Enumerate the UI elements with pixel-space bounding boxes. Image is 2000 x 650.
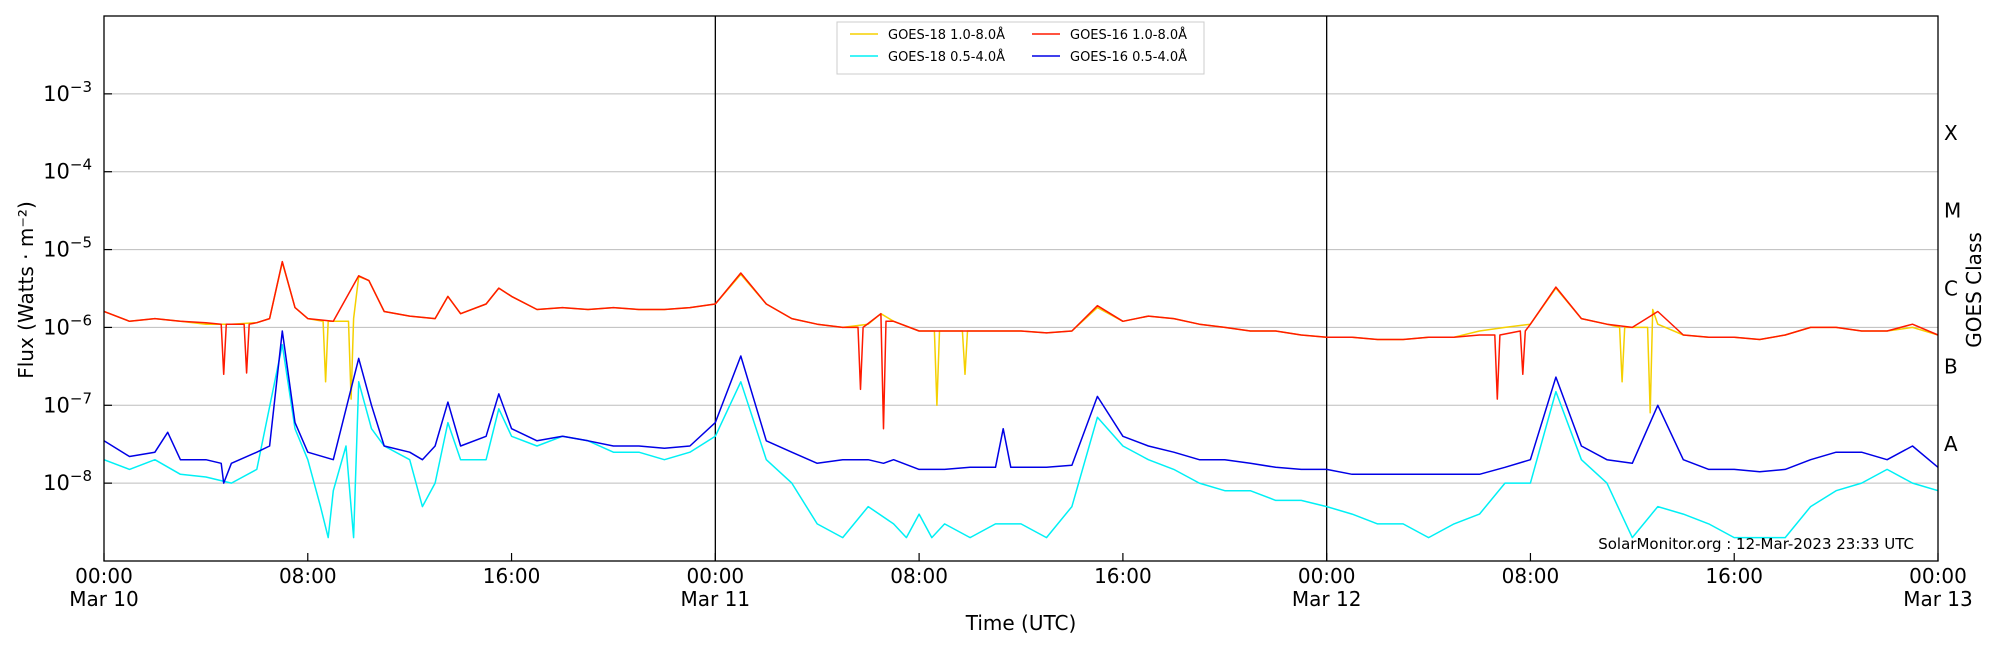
plot-frame — [103, 15, 1939, 562]
y-tick-label: 10−4 — [43, 156, 92, 184]
goes-class-label: M — [1944, 199, 1961, 223]
series-line-2 — [104, 260, 1938, 430]
y-tick-label: 10−8 — [43, 467, 92, 495]
goes-class-label: A — [1944, 432, 1958, 456]
x-tick-date-label: Mar 10 — [69, 587, 139, 611]
legend-entry: GOES-18 0.5-4.0Å — [888, 49, 1005, 65]
x-tick-time-label: 00:00 — [1909, 564, 1967, 588]
goes-class-label: B — [1944, 354, 1958, 378]
x-tick-time-label: 16:00 — [483, 564, 541, 588]
x-tick-date-label: Mar 13 — [1903, 587, 1973, 611]
gridlines — [104, 93, 1938, 484]
x-tick-time-label: 16:00 — [1705, 564, 1763, 588]
day-boundary-lines — [714, 16, 1328, 561]
x-tick-date-label: Mar 12 — [1292, 587, 1362, 611]
right-axis-label: GOES Class — [1962, 232, 1986, 348]
series-line-3 — [104, 330, 1938, 484]
x-tick-time-label: 08:00 — [279, 564, 337, 588]
x-tick-time-label: 08:00 — [890, 564, 948, 588]
x-tick-time-label: 08:00 — [1502, 564, 1560, 588]
x-tick-time-label: 00:00 — [75, 564, 133, 588]
y-tick-label: 10−7 — [43, 389, 92, 417]
series-line-1 — [104, 343, 1938, 539]
legend-entry: GOES-16 0.5-4.0Å — [1070, 49, 1187, 65]
y-tick-label: 10−5 — [43, 234, 92, 262]
y-tick-label: 10−3 — [43, 78, 92, 106]
source-annotation: SolarMonitor.org : 12-Mar-2023 23:33 UTC — [1598, 535, 1914, 553]
goes-class-labels: A B C M X — [1944, 121, 1961, 456]
y-axis-ticks: 10−8 10−7 10−6 10−5 10−4 10−3 — [43, 78, 112, 495]
goes-class-label: C — [1944, 277, 1958, 301]
series-line-0 — [104, 261, 1938, 414]
series-layer — [104, 260, 1938, 539]
x-tick-time-label: 00:00 — [687, 564, 745, 588]
legend: GOES-18 1.0-8.0Å GOES-18 0.5-4.0Å GOES-16 … — [836, 21, 1205, 75]
goes-class-label: X — [1944, 121, 1958, 145]
x-tick-time-label: 16:00 — [1094, 564, 1152, 588]
legend-box — [836, 21, 1205, 75]
legend-entry: GOES-18 1.0-8.0Å — [888, 27, 1005, 43]
y-tick-label: 10−6 — [43, 311, 92, 339]
legend-entry: GOES-16 1.0-8.0Å — [1070, 27, 1187, 43]
x-tick-date-label: Mar 11 — [681, 587, 751, 611]
y-axis-label: Flux (Watts · m⁻²) — [14, 201, 38, 379]
x-axis-label: Time (UTC) — [965, 611, 1077, 635]
x-tick-time-label: 00:00 — [1298, 564, 1356, 588]
